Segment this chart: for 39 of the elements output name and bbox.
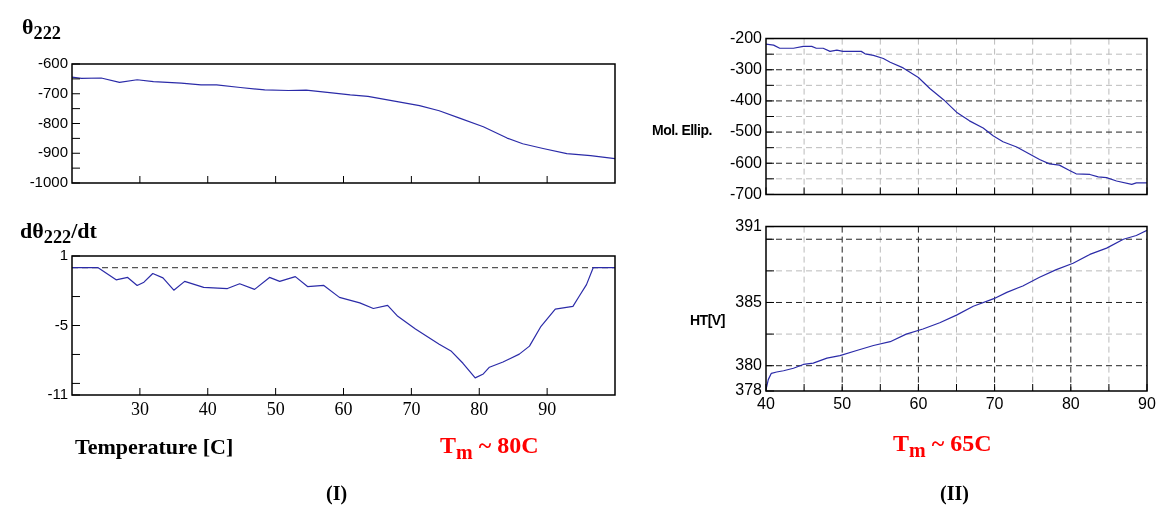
x-axis-title: Temperature [C] (75, 434, 234, 460)
y-axis-title: dθ$_{222}$/dt (20, 218, 97, 248)
y-tick-label: -600 (37, 54, 68, 72)
y-tick-label: -300 (729, 60, 763, 78)
y-tick-label: -700 (729, 184, 763, 202)
y-axis-title: HT[V] (690, 312, 725, 328)
x-tick-label: 50 (266, 398, 285, 419)
x-tick-label: 70 (402, 398, 421, 419)
y-tick-label: 380 (735, 356, 763, 374)
y-tick-label: -5 (54, 315, 68, 333)
y-tick-label: -1000 (29, 173, 68, 191)
text: T$_{m}$ ~ 65C (893, 430, 992, 462)
x-tick-label: 50 (833, 395, 852, 413)
x-tick-label: 30 (130, 398, 149, 419)
y-tick-label: -500 (729, 122, 763, 140)
x-tick-label: 90 (538, 398, 557, 419)
y-tick-label: 385 (735, 292, 763, 310)
y-tick-label: -200 (729, 29, 763, 47)
text: (II) (940, 482, 969, 505)
y-tick-label: -600 (729, 153, 763, 171)
x-tick-label: 60 (909, 395, 928, 413)
text: (I) (326, 482, 348, 505)
y-tick-label: 1 (59, 246, 68, 264)
y-tick-label: -700 (37, 83, 68, 101)
x-tick-label: 40 (757, 395, 775, 413)
y-tick-label: -400 (729, 91, 763, 109)
x-tick-label: 80 (470, 398, 489, 419)
x-tick-label: 80 (1061, 395, 1080, 413)
x-tick-label: 40 (198, 398, 217, 419)
y-tick-label: -11 (47, 385, 68, 403)
y-axis-title: θ$_{222}$ (22, 14, 61, 45)
y-tick-label: -900 (37, 143, 68, 161)
y-axis-title: Mol. Ellip. (652, 122, 712, 138)
y-tick-label: 391 (735, 217, 763, 235)
x-tick-label: 90 (1138, 395, 1156, 413)
x-tick-label: 60 (334, 398, 353, 419)
y-tick-label: -800 (37, 113, 68, 131)
x-tick-label: 70 (985, 395, 1004, 413)
text: T$_{m}$ ~ 80C (440, 432, 539, 464)
